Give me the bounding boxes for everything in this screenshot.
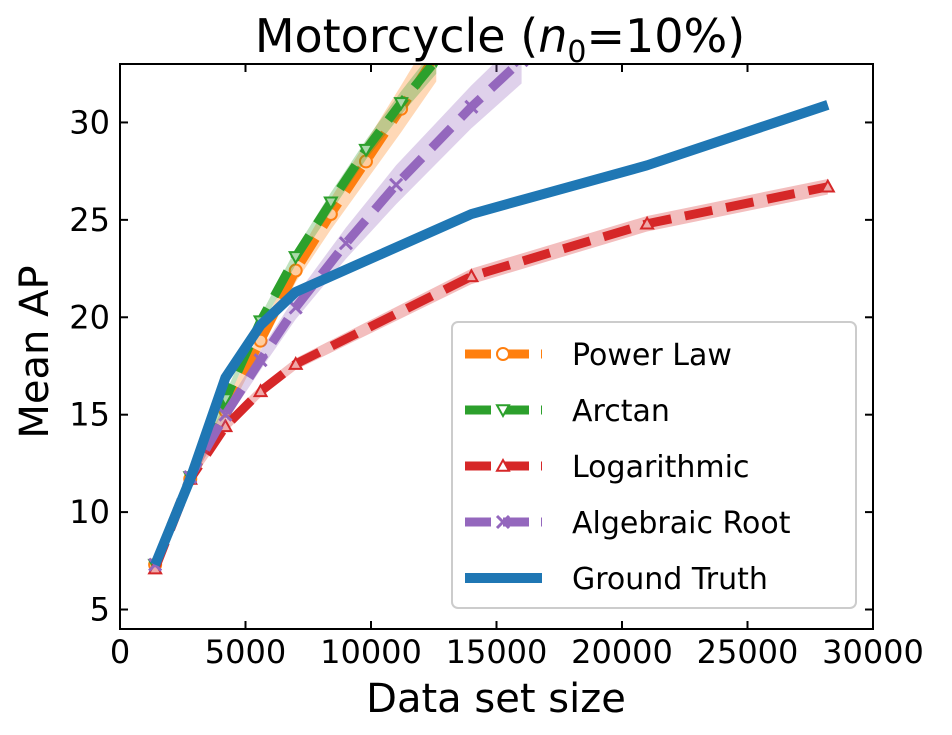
x-tick-label: 15000 bbox=[446, 633, 548, 671]
y-tick-label: 10 bbox=[69, 493, 110, 531]
legend-item-ground-truth: Ground Truth bbox=[465, 562, 768, 597]
data-point-triangle-up bbox=[495, 457, 511, 472]
legend-frame bbox=[451, 321, 857, 609]
data-point-triangle-down bbox=[495, 404, 511, 419]
data-point-triangle-up bbox=[820, 178, 836, 193]
data-point-x bbox=[495, 514, 511, 530]
data-point-triangle-down bbox=[358, 143, 374, 158]
data-point-triangle-down bbox=[288, 251, 304, 265]
confidence-band bbox=[155, 64, 522, 569]
data-point-x bbox=[218, 407, 233, 422]
axis-ticks: 0 5000 10000 15000 20000 25000 30000 5 10 15 20 25 3… bbox=[69, 64, 924, 671]
legend-item-logarithmic: Logarithmic bbox=[465, 450, 749, 485]
x-tick-label: 0 bbox=[110, 633, 130, 671]
data-point-circle bbox=[496, 347, 510, 361]
x-tick-label: 25000 bbox=[697, 633, 799, 671]
data-point-triangle-up bbox=[639, 215, 655, 230]
data-point-x bbox=[464, 99, 479, 114]
chart-title: Motorcycle (n0=10%) bbox=[255, 9, 745, 70]
y-tick-label: 5 bbox=[90, 591, 110, 629]
legend-label: Algebraic Root bbox=[572, 506, 791, 541]
data-point-triangle-down bbox=[323, 196, 339, 211]
plot-area bbox=[147, 64, 836, 575]
legend-label: Power Law bbox=[572, 338, 732, 373]
x-tick-label: 30000 bbox=[822, 633, 924, 671]
title-subscript: 0 bbox=[567, 35, 586, 70]
legend-label: Logarithmic bbox=[572, 450, 749, 485]
title-variable: n bbox=[538, 9, 567, 63]
title-rest: =10%) bbox=[586, 9, 745, 63]
data-point-x bbox=[288, 300, 303, 315]
legend-item-power-law: Power Law bbox=[465, 338, 732, 373]
series-algebraic-root bbox=[148, 64, 529, 572]
y-tick-label: 15 bbox=[69, 396, 110, 434]
data-point-x bbox=[338, 236, 353, 251]
y-axis-label: Mean AP bbox=[12, 265, 58, 438]
data-point-x bbox=[389, 177, 404, 192]
data-point-triangle-down bbox=[393, 97, 409, 112]
data-point-triangle-up bbox=[463, 268, 480, 283]
x-tick-label: 10000 bbox=[320, 633, 422, 671]
plot-frame bbox=[119, 63, 874, 630]
x-tick-label: 5000 bbox=[205, 633, 286, 671]
series-ground-truth bbox=[150, 100, 830, 567]
legend-label: Arctan bbox=[572, 394, 670, 429]
series-line bbox=[150, 100, 830, 567]
legend-item-algebraic-root: Algebraic Root bbox=[465, 506, 791, 541]
legend: Power Law Arctan Logarithmic Algebraic Root… bbox=[451, 321, 857, 609]
y-tick-label: 20 bbox=[69, 298, 110, 336]
data-point-triangle-up bbox=[252, 383, 269, 398]
legend-label: Ground Truth bbox=[572, 562, 768, 597]
x-axis-label: Data set size bbox=[366, 676, 626, 722]
y-tick-label: 25 bbox=[69, 201, 110, 239]
x-tick-label: 20000 bbox=[571, 633, 673, 671]
y-tick-label: 30 bbox=[69, 103, 110, 141]
data-point-x bbox=[253, 353, 268, 368]
legend-item-arctan: Arctan bbox=[465, 394, 670, 429]
confidence-band bbox=[155, 64, 437, 571]
data-point-triangle-up bbox=[288, 355, 304, 370]
